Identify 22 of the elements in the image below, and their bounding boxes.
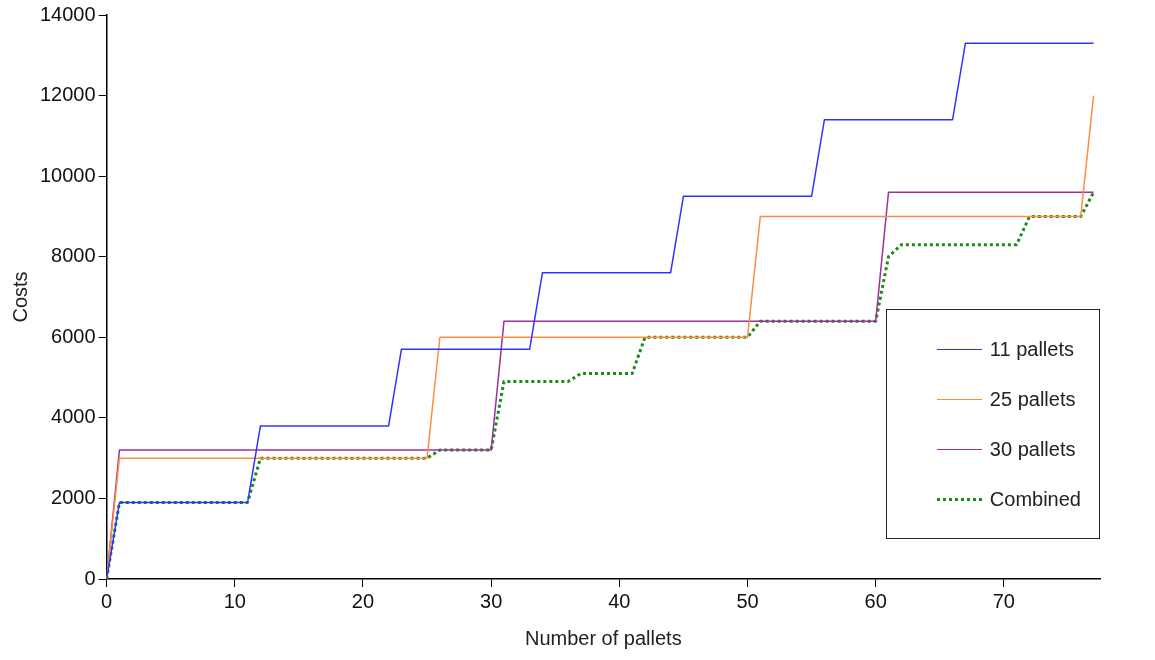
y-tick-label: 2000 [51,485,96,508]
legend-label: 11 pallets [989,337,1074,361]
y-tick-label: 6000 [51,324,96,347]
x-tick-label: 40 [608,589,631,612]
legend-label: 30 pallets [989,437,1076,461]
x-axis-title: Number of pallets [524,626,682,649]
y-tick-label: 10000 [39,163,96,186]
legend-label: Combined [989,487,1081,511]
x-tick-label: 20 [351,589,375,612]
x-tick-label: 60 [864,589,887,612]
y-axis-title: Costs [8,271,31,323]
y-tick-label: 4000 [51,405,96,428]
x-tick-label: 50 [736,589,759,612]
x-tick-label: 30 [480,589,503,612]
x-tick-label: 0 [101,589,113,612]
x-tick-label: 10 [223,589,246,612]
legend-label: 25 pallets [989,387,1076,411]
y-tick-label: 8000 [51,244,96,267]
y-tick-label: 12000 [39,83,96,106]
x-tick-label: 70 [992,589,1015,612]
y-tick-label: 14000 [39,2,96,25]
y-tick-label: 0 [84,566,96,589]
